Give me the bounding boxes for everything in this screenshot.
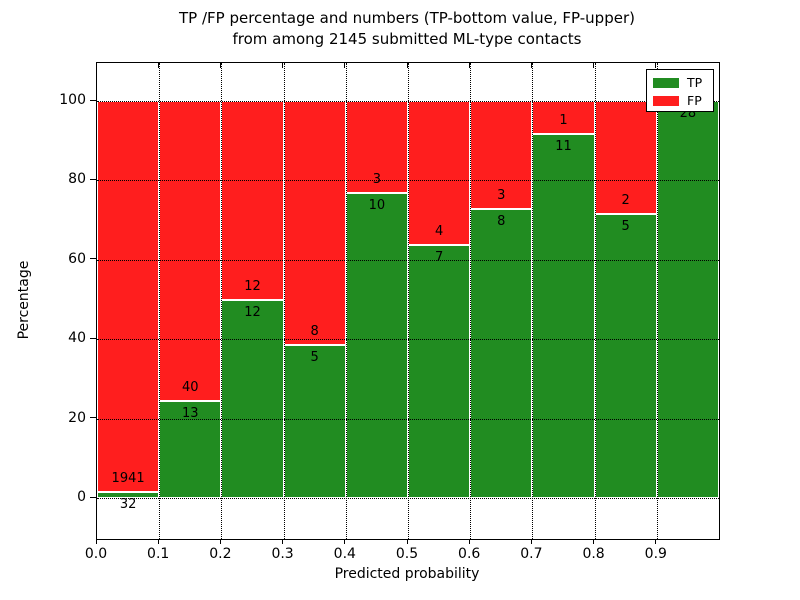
y-tick-label: 40 <box>68 330 86 347</box>
x-axis-tick <box>530 539 532 544</box>
x-tick-label: 0.2 <box>209 546 232 562</box>
y-tick-label: 20 <box>68 409 86 426</box>
legend-label-fp: FP <box>687 93 702 108</box>
top-axis-tick <box>282 62 284 68</box>
bar-segment-tp <box>159 400 222 498</box>
bar-segment-tp <box>221 299 284 498</box>
x-axis-tick <box>95 539 97 544</box>
y-tick-label: 60 <box>68 250 86 267</box>
y-axis-tick <box>90 99 96 101</box>
gridline-vertical <box>470 63 472 539</box>
x-tick-label: 0.6 <box>458 546 481 562</box>
y-axis-label: Percentage <box>16 260 32 340</box>
x-tick-label: 0.5 <box>395 546 419 562</box>
bar-segment-fp <box>594 101 657 215</box>
x-axis-tick <box>593 539 595 544</box>
x-axis-tick <box>655 539 657 544</box>
top-axis-tick <box>157 62 159 68</box>
bar-segment-fp <box>97 101 160 492</box>
legend-item-fp: FP <box>653 93 713 109</box>
x-tick-label: 0.8 <box>582 546 605 562</box>
top-axis-tick <box>344 62 346 68</box>
gridline-vertical <box>221 63 223 539</box>
bar-segment-fp <box>159 101 222 401</box>
legend-swatch-tp-icon <box>653 78 679 88</box>
chart-title-line2: from among 2145 submitted ML-type contac… <box>232 30 582 48</box>
chart-title: TP /FP percentage and numbers (TP-bottom… <box>96 8 718 50</box>
bar-segment-tp <box>345 192 408 498</box>
legend-item-tp: TP <box>653 75 713 91</box>
legend: TP FP <box>646 69 714 112</box>
bar-segment-tp <box>594 214 657 498</box>
gridline-vertical <box>594 63 596 539</box>
bar-segment-tp <box>656 101 719 498</box>
gridline-vertical <box>283 63 285 539</box>
y-axis-tick <box>90 178 96 180</box>
gridline-vertical <box>159 63 161 539</box>
gridline-vertical <box>345 63 347 539</box>
bar-segment-fp <box>221 101 284 300</box>
y-axis-tick <box>90 417 96 419</box>
y-tick-label: 80 <box>68 171 86 188</box>
top-axis-tick <box>655 62 657 68</box>
legend-label-tp: TP <box>687 75 703 90</box>
x-axis-tick <box>282 539 284 544</box>
legend-swatch-fp-icon <box>653 96 679 106</box>
bar-segment-tp <box>470 209 533 498</box>
x-axis-label: Predicted probability <box>334 566 480 582</box>
bar-segment-tp <box>283 345 346 498</box>
x-axis-tick <box>219 539 221 544</box>
top-axis-tick <box>468 62 470 68</box>
x-axis-tick <box>344 539 346 544</box>
bar-segment-fp <box>532 101 595 135</box>
x-axis-tick <box>406 539 408 544</box>
gridline-vertical <box>408 63 409 539</box>
top-axis-tick <box>593 62 595 68</box>
x-tick-label: 0.4 <box>333 546 356 562</box>
x-tick-label: 0.3 <box>271 546 294 562</box>
bar-segment-fp <box>283 101 346 346</box>
bar-segment-tp <box>97 491 160 498</box>
x-tick-label: 0.9 <box>644 546 667 562</box>
y-tick-label: 100 <box>59 92 86 108</box>
y-axis-tick <box>90 496 96 498</box>
y-axis-tick <box>90 258 96 260</box>
x-tick-label: 0.0 <box>84 546 108 562</box>
top-axis-tick <box>219 62 221 68</box>
bar-segment-tp <box>532 134 595 498</box>
y-tick-label: 0 <box>77 489 86 505</box>
y-axis-tick <box>90 337 96 339</box>
bar-segment-fp <box>470 101 533 210</box>
x-tick-label: 0.7 <box>520 546 543 562</box>
plot-area: 1941 32 40 13 12 12 8 5 3 10 4 7 3 8 1 11 2 5 28 TP FP <box>96 62 720 540</box>
x-tick-label: 0.1 <box>147 546 170 562</box>
bar-segment-fp <box>408 101 471 246</box>
gridline-vertical <box>656 63 658 539</box>
x-axis-tick <box>468 539 470 544</box>
bar-segment-fp <box>345 101 408 193</box>
bar-segment-tp <box>408 245 471 498</box>
x-axis-tick <box>157 539 159 544</box>
chart-title-line1: TP /FP percentage and numbers (TP-bottom… <box>179 9 635 27</box>
top-axis-tick <box>406 62 408 68</box>
gridline-vertical <box>532 63 534 539</box>
top-axis-tick <box>530 62 532 68</box>
